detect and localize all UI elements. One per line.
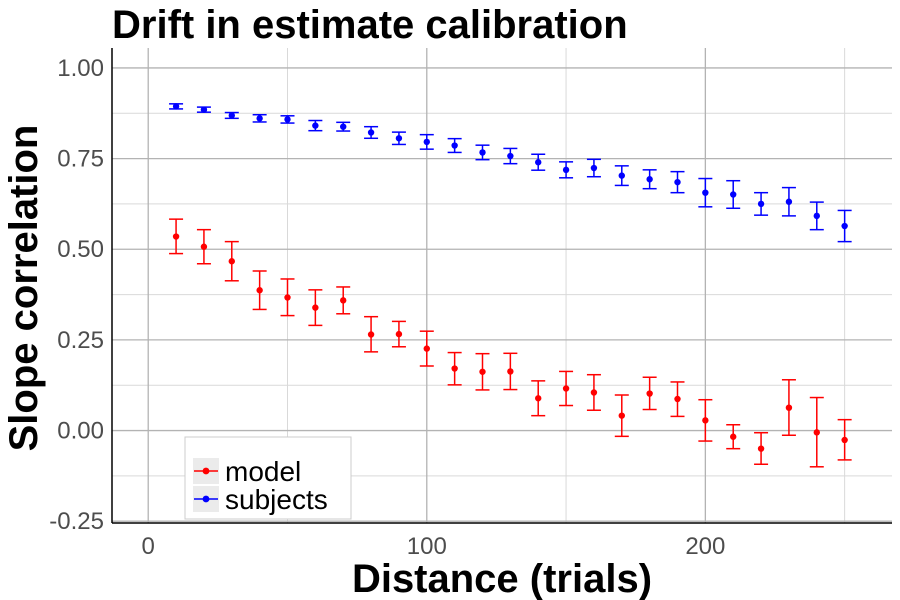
data-point <box>172 103 180 110</box>
data-point <box>590 389 598 396</box>
data-point <box>228 112 235 119</box>
data-point <box>507 368 514 375</box>
data-point <box>423 345 430 352</box>
data-point <box>618 412 625 419</box>
data-point <box>674 178 681 186</box>
data-point <box>785 198 793 205</box>
x-tick-label: 100 <box>407 533 447 560</box>
data-point <box>395 330 403 338</box>
data-point <box>757 200 765 208</box>
data-point <box>841 436 848 444</box>
data-point <box>813 429 820 436</box>
data-point <box>646 176 653 183</box>
axes: 0 100 200 -0.25 0.00 0.25 0.50 0.75 1.00 <box>49 48 892 560</box>
y-axis-title: Slope correlation <box>2 125 46 452</box>
legend-item-subjects: subjects <box>193 484 328 515</box>
data-point <box>340 123 347 130</box>
legend-label: subjects <box>225 484 328 515</box>
x-tick-label: 200 <box>685 533 725 560</box>
data-point <box>284 116 291 123</box>
series-subjects <box>169 103 852 243</box>
legend-item-model: model <box>193 456 301 487</box>
data-point <box>312 122 319 129</box>
data-point <box>813 212 820 220</box>
data-point <box>730 433 737 440</box>
data-point <box>228 258 235 265</box>
data-point <box>423 138 430 146</box>
y-tick-label: 0.75 <box>57 146 104 173</box>
y-tick-label: 0.00 <box>57 418 104 445</box>
data-point <box>590 164 598 172</box>
data-point <box>451 365 458 372</box>
data-point <box>730 191 737 198</box>
series-layer <box>169 103 852 468</box>
data-point <box>562 166 570 174</box>
data-point <box>535 159 542 166</box>
data-point <box>395 135 403 142</box>
data-point <box>479 368 486 375</box>
data-point <box>200 243 208 250</box>
data-point <box>646 390 653 397</box>
data-point <box>785 404 793 411</box>
data-point <box>256 115 263 122</box>
data-point <box>702 189 709 196</box>
data-point <box>172 233 180 240</box>
data-point <box>284 294 291 301</box>
data-point <box>479 149 486 156</box>
x-tick-label: 0 <box>142 533 155 560</box>
data-point <box>340 297 347 304</box>
data-point <box>618 172 625 179</box>
series-model <box>169 218 852 468</box>
data-point <box>200 106 208 113</box>
legend-key-point <box>202 467 210 475</box>
grid <box>112 48 892 523</box>
data-point <box>757 445 765 452</box>
data-point <box>451 142 458 149</box>
legend-label: model <box>225 456 301 487</box>
data-point <box>702 417 709 424</box>
legend-key-point <box>202 495 210 503</box>
data-point <box>367 129 375 136</box>
x-axis-title: Distance (trials) <box>352 557 652 600</box>
y-tick-label: 0.25 <box>57 327 104 354</box>
data-point <box>312 304 319 311</box>
data-point <box>256 287 263 294</box>
data-point <box>674 395 681 403</box>
y-tick-label: -0.25 <box>49 508 104 535</box>
data-point <box>841 222 848 230</box>
y-tick-label: 1.00 <box>57 55 104 82</box>
data-point <box>507 152 514 160</box>
data-point <box>367 331 375 338</box>
chart-title: Drift in estimate calibration <box>112 3 628 47</box>
data-point <box>562 385 570 392</box>
y-tick-label: 0.50 <box>57 236 104 263</box>
data-point <box>535 395 542 402</box>
